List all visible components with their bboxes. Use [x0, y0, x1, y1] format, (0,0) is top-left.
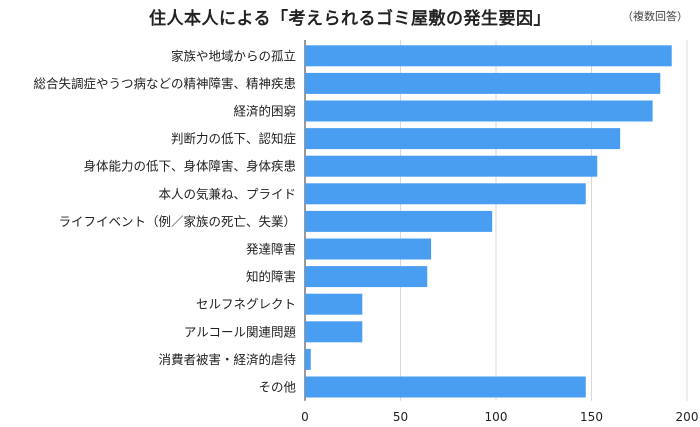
category-label: 経済的困窮	[233, 104, 296, 119]
bar	[305, 321, 363, 343]
bar	[305, 72, 661, 94]
bar	[305, 266, 428, 288]
x-tick-label: 100	[485, 410, 508, 424]
bar	[305, 376, 586, 398]
bar	[305, 210, 493, 232]
category-label: 判断力の低下、認知症	[171, 131, 296, 146]
x-tick-label: 200	[676, 410, 699, 424]
category-label: 家族や地域からの孤立	[171, 48, 296, 63]
category-label: アルコール関連問題	[184, 324, 297, 339]
x-tick-label: 150	[580, 410, 603, 424]
category-label: 消費者被害・経済的虐待	[158, 352, 296, 367]
x-tick-label: 0	[301, 410, 309, 424]
category-label: 発達障害	[246, 242, 296, 257]
bar	[305, 293, 363, 315]
bar	[305, 128, 621, 150]
category-label: 本人の気兼ね、プライド	[158, 186, 296, 201]
x-tick-label: 50	[393, 410, 408, 424]
bar	[305, 348, 311, 370]
bar	[305, 183, 586, 205]
category-label: その他	[258, 380, 296, 395]
category-label: ライフイベント（例／家族の死亡、失業）	[58, 214, 296, 229]
bar	[305, 100, 653, 122]
chart-title: 住人本人による「考えられるゴミ屋敷の発生要因」	[149, 9, 551, 29]
category-label: セルフネグレクト	[196, 297, 296, 312]
bar	[305, 45, 672, 67]
bar	[305, 155, 598, 177]
category-label: 知的障害	[246, 269, 296, 284]
category-label: 身体能力の低下、身体障害、身体疾患	[83, 159, 296, 174]
chart-note: （複数回答）	[622, 10, 688, 23]
category-label: 総合失調症やうつ病などの精神障害、精神疾患	[33, 76, 296, 91]
bar	[305, 238, 432, 260]
